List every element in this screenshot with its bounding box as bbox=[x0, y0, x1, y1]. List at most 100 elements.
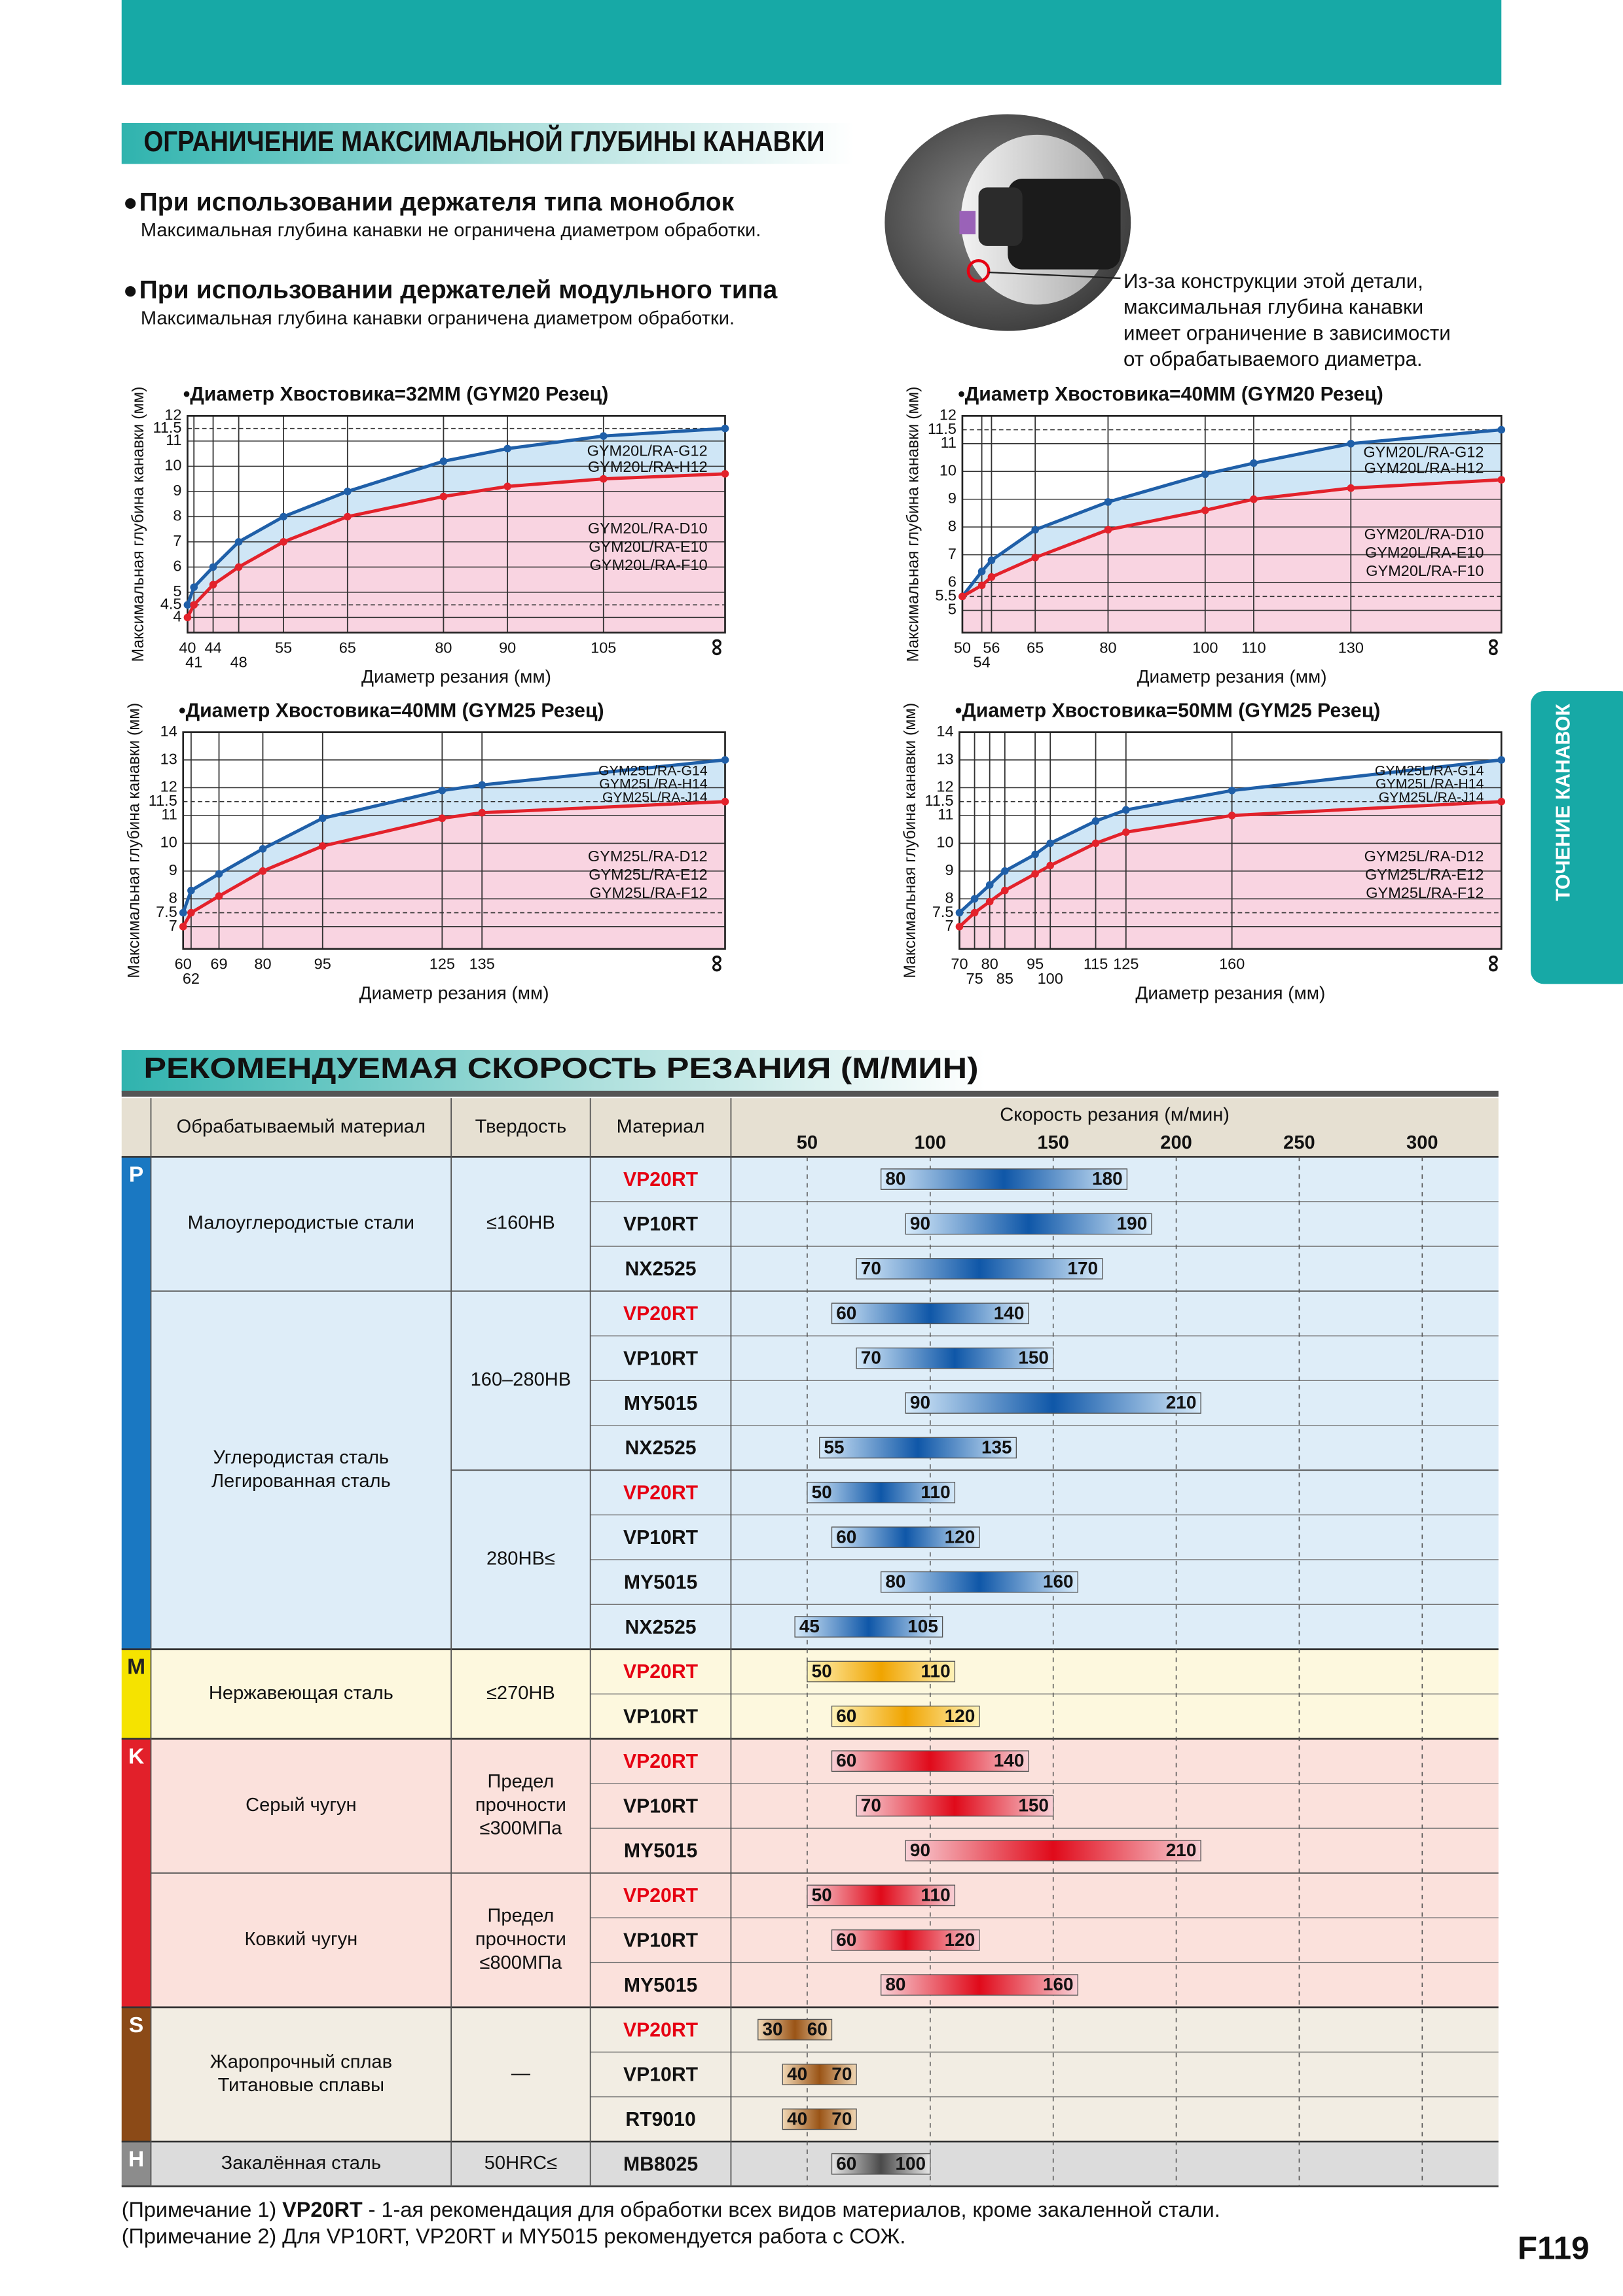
point bbox=[190, 583, 198, 592]
speed-bar bbox=[880, 1168, 1128, 1190]
y-tick-label: 9 bbox=[169, 861, 177, 878]
y-axis-label: Максимальная глубина канавки (мм) bbox=[125, 703, 143, 978]
material: Закалённая сталь bbox=[221, 2153, 381, 2174]
y-tick-label: 11 bbox=[938, 806, 953, 823]
point bbox=[1091, 839, 1100, 848]
grade: VP20RT bbox=[623, 1751, 699, 1772]
bar-max-label: 110 bbox=[921, 1884, 951, 1905]
point bbox=[1031, 526, 1040, 534]
grade: MB8025 bbox=[623, 2153, 698, 2175]
material: Нержавеющая сталь bbox=[209, 1683, 393, 1704]
bar-max-label: 70 bbox=[831, 2108, 852, 2128]
material: Легированная сталь bbox=[211, 1471, 391, 1492]
hardness: 280HB≤ bbox=[486, 1549, 555, 1570]
x-tick-label: 95 bbox=[314, 956, 331, 973]
image-caption: максимальная глубина канавки bbox=[1123, 296, 1423, 319]
y-tick-label: 5 bbox=[948, 601, 957, 618]
hardness: — bbox=[511, 2063, 531, 2084]
speed-bar bbox=[782, 2064, 857, 2085]
speed-bar bbox=[807, 1660, 956, 1683]
table-content: Обрабатываемый материал Твердость Материал… bbox=[127, 1104, 1438, 2175]
point bbox=[721, 797, 729, 806]
point bbox=[721, 470, 729, 478]
x-tick-label: 41 bbox=[185, 654, 202, 671]
x-tick-label: 65 bbox=[1027, 639, 1044, 656]
side-tab-label: ТОЧЕНИЕ КАНАВОК bbox=[1552, 704, 1574, 901]
point bbox=[280, 538, 287, 546]
y-tick-label: 5 bbox=[173, 583, 181, 600]
bar-min-label: 90 bbox=[910, 1840, 930, 1860]
point bbox=[190, 601, 198, 609]
point bbox=[215, 892, 223, 900]
point bbox=[187, 908, 195, 917]
bar-min-label: 60 bbox=[836, 2153, 856, 2174]
bar-min-label: 90 bbox=[910, 1392, 930, 1412]
y-tick-label: 7 bbox=[945, 917, 953, 934]
bar-max-label: 160 bbox=[1043, 1571, 1074, 1592]
plot-frame bbox=[958, 731, 1503, 950]
note-prefix: (Примечание 1) bbox=[122, 2198, 276, 2221]
y-tick-label: 12 bbox=[939, 406, 957, 423]
point bbox=[318, 842, 327, 850]
series-label: GYM25L/RA-F12 bbox=[1366, 884, 1484, 901]
bar-min-label: 90 bbox=[910, 1213, 930, 1234]
table-header bbox=[121, 1098, 1499, 1157]
line bbox=[186, 427, 725, 605]
y-tick-label: 11.5 bbox=[149, 792, 177, 809]
point bbox=[209, 581, 217, 589]
point bbox=[955, 922, 964, 931]
point bbox=[1201, 506, 1209, 514]
chart: •Диаметр Хвостовика=32ММ (GYM20 Резец) 40… bbox=[130, 384, 731, 687]
point bbox=[439, 492, 448, 501]
section-title: ОГРАНИЧЕНИЕ МАКСИМАЛЬНОЙ ГЛУБИНЫ КАНАВКИ bbox=[143, 124, 824, 158]
point bbox=[599, 432, 608, 440]
series-label: GYM20L/RA-F10 bbox=[590, 556, 708, 573]
material: Жаропрочный сплав bbox=[210, 2051, 392, 2072]
series-label: GYM25L/RA-G14 bbox=[1375, 763, 1484, 779]
x-tick-label: 70 bbox=[951, 956, 968, 973]
bar-max-label: 135 bbox=[981, 1437, 1012, 1457]
bar-max-label: 105 bbox=[907, 1616, 938, 1636]
group-background bbox=[151, 2142, 1499, 2187]
x-tick-label: 110 bbox=[1241, 639, 1266, 656]
page-number: F119 bbox=[1518, 2231, 1589, 2267]
x-tick-label: ∞ bbox=[704, 955, 731, 973]
x-axis-label: Диаметр резания (мм) bbox=[1135, 982, 1325, 1003]
y-tick-label: 7.5 bbox=[156, 903, 177, 920]
point bbox=[503, 482, 511, 490]
x-axis-label: Диаметр резания (мм) bbox=[359, 982, 549, 1003]
bullet bbox=[125, 286, 136, 297]
x-tick-label: 65 bbox=[339, 639, 356, 656]
point bbox=[187, 886, 195, 895]
bar-min-label: 40 bbox=[787, 2064, 807, 2084]
point bbox=[1091, 817, 1100, 825]
x-tick-label: 130 bbox=[1338, 639, 1364, 656]
bar-max-label: 120 bbox=[945, 1929, 976, 1950]
grade: VP20RT bbox=[623, 1885, 699, 1907]
point bbox=[343, 488, 352, 495]
point bbox=[1001, 867, 1009, 875]
y-axis-label: Максимальная глубина канавки (мм) bbox=[902, 703, 919, 978]
point bbox=[503, 444, 511, 453]
bar-min-label: 80 bbox=[885, 1168, 905, 1189]
x-tick-label: 105 bbox=[591, 639, 616, 656]
table-rule bbox=[121, 1090, 1499, 1097]
area-fill bbox=[187, 473, 725, 633]
bar-min-label: 80 bbox=[885, 1974, 905, 1994]
grade: VP20RT bbox=[623, 1661, 699, 1683]
x-tick-label: 85 bbox=[996, 970, 1013, 987]
y-tick-label: 11 bbox=[941, 434, 957, 451]
y-tick-label: 14 bbox=[160, 723, 177, 740]
line bbox=[181, 800, 725, 927]
group-stripe bbox=[121, 2142, 151, 2187]
bar-min-label: 50 bbox=[812, 1884, 832, 1905]
bar-max-label: 140 bbox=[994, 1302, 1025, 1323]
x-tick-label: 40 bbox=[179, 639, 196, 656]
series-label: GYM20L/RA-H12 bbox=[588, 458, 708, 475]
y-tick-label: 11 bbox=[166, 431, 181, 448]
point bbox=[1031, 870, 1039, 878]
grade: MY5015 bbox=[624, 1393, 697, 1414]
top-bar bbox=[121, 0, 1502, 85]
x-tick-label: 50 bbox=[954, 639, 971, 656]
